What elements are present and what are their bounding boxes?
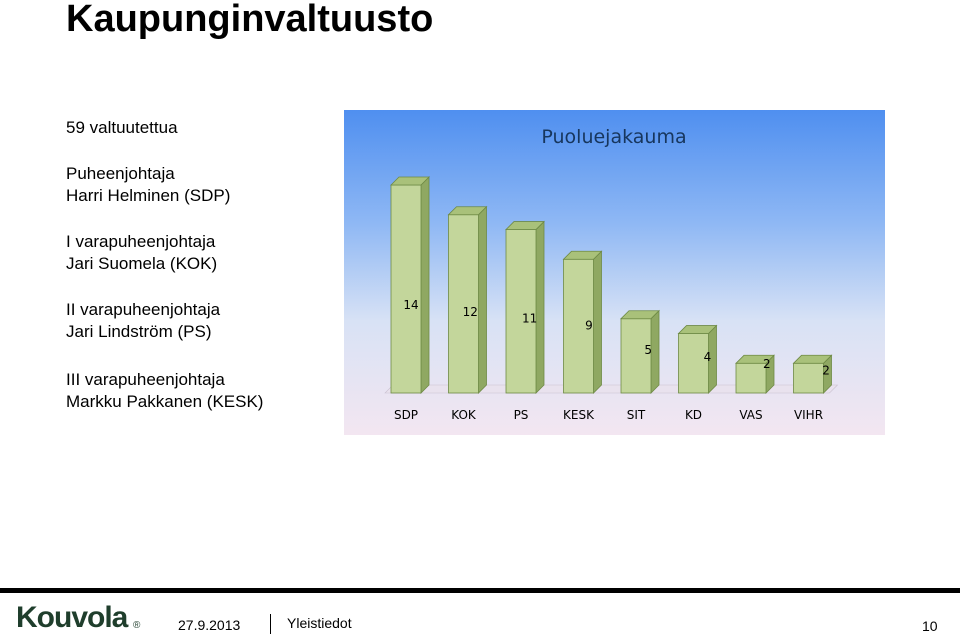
bar-top-vihr xyxy=(792,354,833,364)
info-line: I varapuheenjohtaja xyxy=(66,232,216,251)
page-number: 10 xyxy=(922,618,938,634)
category-label-vihr: VIHR xyxy=(794,408,823,422)
bar-top-sdp xyxy=(390,176,430,186)
info-line: Markku Pakkanen (KESK) xyxy=(66,392,264,411)
info-line: III varapuheenjohtaja xyxy=(66,370,225,389)
bar-vas xyxy=(735,362,767,394)
category-label-kd: KD xyxy=(685,408,702,422)
bar-side-kesk xyxy=(593,250,602,394)
data-label-vas: 2 xyxy=(763,357,771,371)
footer-date: 27.9.2013 xyxy=(178,617,241,633)
bar-kok xyxy=(448,214,479,394)
category-label-kok: KOK xyxy=(451,408,477,422)
category-label-sdp: SDP xyxy=(394,408,418,422)
data-label-kesk: 9 xyxy=(585,318,593,332)
info-line: Puheenjohtaja xyxy=(66,164,175,183)
category-label-sit: SIT xyxy=(627,408,646,422)
bar-ps xyxy=(505,229,537,394)
kouvola-logo: Kouvola ® xyxy=(16,601,146,635)
info-line: II varapuheenjohtaja xyxy=(66,300,221,319)
bar-side-sdp xyxy=(420,176,430,394)
info-block-council-size: 59 valtuutettua xyxy=(66,117,346,139)
chart-title: Puoluejakauma xyxy=(541,126,686,148)
bar-top-kd xyxy=(677,325,718,334)
info-line: 59 valtuutettua xyxy=(66,118,178,137)
footer-section: Yleistiedot xyxy=(287,615,352,631)
footer-separator xyxy=(270,614,271,634)
chart-svg: Puoluejakauma 14 SDP 12 KOK 11 PS 9 KESK 5 SIT 4 KD… xyxy=(384,126,839,422)
category-label-kesk: KESK xyxy=(563,408,595,422)
bar-side-ps xyxy=(535,220,545,394)
data-label-sit: 5 xyxy=(644,343,652,357)
info-block-chair: Puheenjohtaja Harri Helminen (SDP) xyxy=(66,163,346,207)
logo-text: Kouvola xyxy=(16,601,128,634)
bar-top-vas xyxy=(735,354,775,364)
bar-top-ps xyxy=(505,221,545,230)
bar-kd xyxy=(678,333,709,394)
slide-title: Kaupunginvaltuusto xyxy=(66,0,434,40)
data-label-sdp: 14 xyxy=(403,298,418,312)
bar-top-sit xyxy=(620,310,660,320)
chart-bars: 14 SDP 12 KOK 11 PS 9 KESK 5 SIT 4 KD 2 VAS 2 VIHR xyxy=(384,176,839,422)
category-label-vas: VAS xyxy=(739,408,762,422)
bar-top-kesk xyxy=(562,250,603,260)
data-label-kok: 12 xyxy=(463,305,478,319)
bar-top-kok xyxy=(447,206,488,216)
info-block-first-vice-chair: I varapuheenjohtaja Jari Suomela (KOK) xyxy=(66,231,346,275)
party-distribution-chart: Puoluejakauma 14 SDP 12 KOK 11 PS 9 KESK 5 SIT 4 KD… xyxy=(344,110,885,435)
data-label-vihr: 2 xyxy=(822,364,830,378)
info-line: Jari Lindström (PS) xyxy=(66,322,212,341)
info-block-second-vice-chair: II varapuheenjohtaja Jari Lindström (PS) xyxy=(66,299,346,343)
data-label-kd: 4 xyxy=(704,350,712,364)
info-line: Harri Helminen (SDP) xyxy=(66,186,231,205)
bar-vihr xyxy=(793,362,824,394)
info-block-third-vice-chair: III varapuheenjohtaja Markku Pakkanen (K… xyxy=(66,369,346,413)
logo-registered-mark: ® xyxy=(133,620,141,631)
data-label-ps: 11 xyxy=(522,312,537,326)
bar-side-kok xyxy=(478,205,487,394)
bar-side-sit xyxy=(650,309,660,394)
footer-divider xyxy=(0,588,960,593)
info-line: Jari Suomela (KOK) xyxy=(66,254,218,273)
category-label-ps: PS xyxy=(514,408,529,422)
bar-sdp xyxy=(390,184,422,394)
bar-kesk xyxy=(563,258,594,394)
